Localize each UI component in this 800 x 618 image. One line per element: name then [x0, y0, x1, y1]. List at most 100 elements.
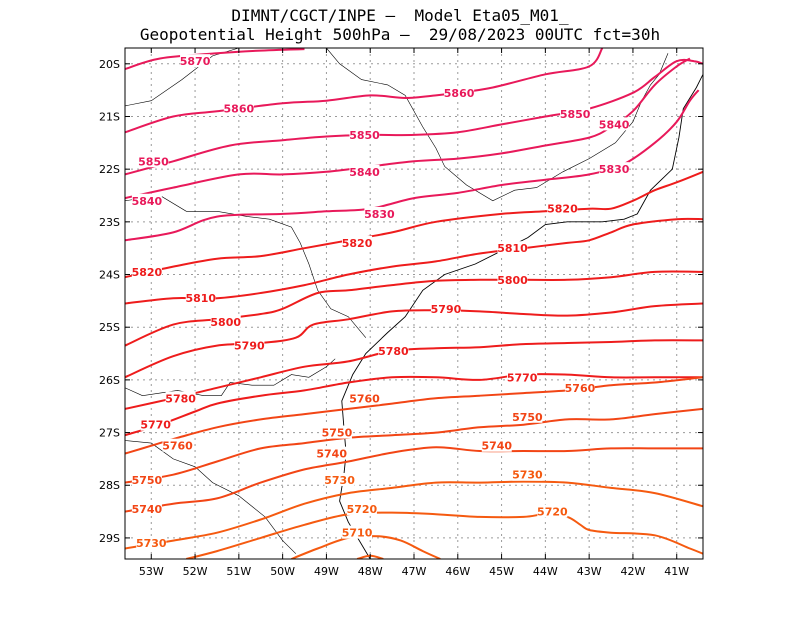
lat-tick-label: 20S — [99, 58, 120, 71]
contour-label: 5840 — [599, 118, 630, 131]
contour-label-bg — [136, 536, 167, 550]
contour-line-5790 — [125, 302, 703, 379]
contour-label: 5760 — [349, 392, 380, 405]
contour-label: 5850 — [560, 108, 591, 121]
map-title-line1: DIMNT/CGCT/INPE — Model Eta05_M01_ — [231, 6, 569, 25]
contour-label: 5850 — [138, 155, 169, 168]
contour-label: 5790 — [234, 340, 265, 353]
lat-tick-label: 27S — [99, 427, 120, 440]
coastline-border_pr_sp — [125, 195, 367, 338]
lat-tick-label: 21S — [99, 110, 120, 123]
contour-label: 5750 — [132, 474, 163, 487]
contour-labels: 5870 5860 5860 5850 5850 5850 5840 5840 5840 5830… — [132, 54, 630, 550]
contour-line-5780 — [125, 339, 703, 410]
map-title-line2: Geopotential Height 500hPa — 29/08/2023 … — [139, 25, 661, 44]
contour-label: 5840 — [132, 195, 163, 208]
contour-label: 5740 — [132, 503, 163, 516]
contour-label: 5810 — [185, 292, 216, 305]
contour-line-5720 — [186, 511, 703, 559]
contour-label: 5750 — [512, 411, 543, 424]
contour-label: 5740 — [481, 440, 512, 453]
contour-label: 5830 — [364, 208, 395, 221]
contour-label-bg — [346, 501, 377, 515]
contour-label-bg — [342, 235, 373, 249]
contour-label: 5800 — [210, 316, 241, 329]
contour-label-bg — [349, 127, 380, 141]
contour-label: 5770 — [507, 371, 538, 384]
lon-tick-label: 49W — [314, 565, 339, 578]
contour-label-bg — [185, 291, 216, 305]
contour-label: 5860 — [224, 103, 255, 116]
lat-tick-label: 28S — [99, 479, 120, 492]
contour-line-5870 — [125, 48, 305, 71]
contour-label-bg — [599, 162, 630, 176]
contour-label: 5790 — [431, 303, 462, 316]
contour-label-bg — [560, 106, 591, 120]
contour-label-bg — [223, 101, 254, 115]
contour-line-5850 — [125, 58, 703, 176]
axis-ticks: 20S 21S 22S 23S 24S 25S 26S 27S 28S 29S 53W 52W 51W 5… — [99, 48, 703, 578]
contour-label: 5810 — [497, 242, 528, 255]
contour-label: 5720 — [347, 503, 378, 516]
coastline-main — [339, 74, 703, 559]
contour-label-bg — [497, 272, 528, 286]
contour-label: 5750 — [322, 427, 353, 440]
contour-label-bg — [507, 370, 538, 384]
lat-tick-label: 29S — [99, 532, 120, 545]
contour-label-bg — [364, 206, 395, 220]
contour-label-bg — [349, 164, 380, 178]
contour-label-bg — [564, 380, 595, 394]
lon-tick-label: 52W — [183, 565, 208, 578]
contour-label: 5830 — [599, 163, 630, 176]
lon-tick-label: 43W — [577, 565, 602, 578]
lat-tick-label: 22S — [99, 163, 120, 176]
contour-label: 5840 — [349, 166, 380, 179]
lon-tick-label: 53W — [139, 565, 164, 578]
contour-line-5860 — [125, 48, 604, 134]
contour-lines — [125, 48, 703, 559]
lon-tick-label: 48W — [358, 565, 383, 578]
contour-line-5830 — [125, 89, 700, 242]
contour-label-bg — [512, 409, 543, 423]
lon-tick-label: 44W — [533, 565, 558, 578]
contour-label: 5730 — [512, 469, 543, 482]
contour-line-5820 — [125, 170, 703, 279]
lon-tick-label: 51W — [226, 565, 251, 578]
lat-tick-label: 26S — [99, 374, 120, 387]
contour-label-bg — [131, 193, 162, 207]
contour-label: 5730 — [136, 537, 167, 550]
contour-label: 5780 — [165, 392, 196, 405]
contour-label: 5710 — [342, 527, 373, 540]
lon-tick-label: 50W — [270, 565, 295, 578]
contour-line-5730 — [125, 480, 703, 550]
lon-tick-label: 41W — [664, 565, 689, 578]
contour-label-bg — [131, 501, 162, 515]
contour-label-bg — [180, 54, 211, 68]
contour-label: 5870 — [180, 55, 211, 68]
contour-label-bg — [497, 241, 528, 255]
contour-label-bg — [131, 264, 162, 278]
lat-tick-label: 25S — [99, 321, 120, 334]
contour-label: 5740 — [316, 448, 347, 461]
contour-line-5810 — [125, 217, 703, 305]
contour-label-bg — [342, 525, 373, 539]
contour-label-bg — [444, 85, 475, 99]
contour-label-bg — [165, 391, 196, 405]
contour-label: 5850 — [349, 129, 380, 142]
contour-label-bg — [481, 438, 512, 452]
contour-label-bg — [234, 338, 265, 352]
contour-line-5760 — [125, 376, 703, 455]
contour-label-bg — [512, 467, 543, 481]
coastline-border_left — [125, 358, 336, 397]
contour-label-bg — [349, 391, 380, 405]
contour-label: 5820 — [547, 203, 578, 216]
contour-label-bg — [162, 438, 193, 452]
contour-label-bg — [321, 425, 352, 439]
contour-label-bg — [378, 343, 409, 357]
contour-label-bg — [131, 472, 162, 486]
contour-label-bg — [599, 117, 630, 131]
contour-label: 5760 — [565, 382, 596, 395]
contour-label-bg — [430, 301, 461, 315]
contour-label: 5820 — [132, 266, 163, 279]
